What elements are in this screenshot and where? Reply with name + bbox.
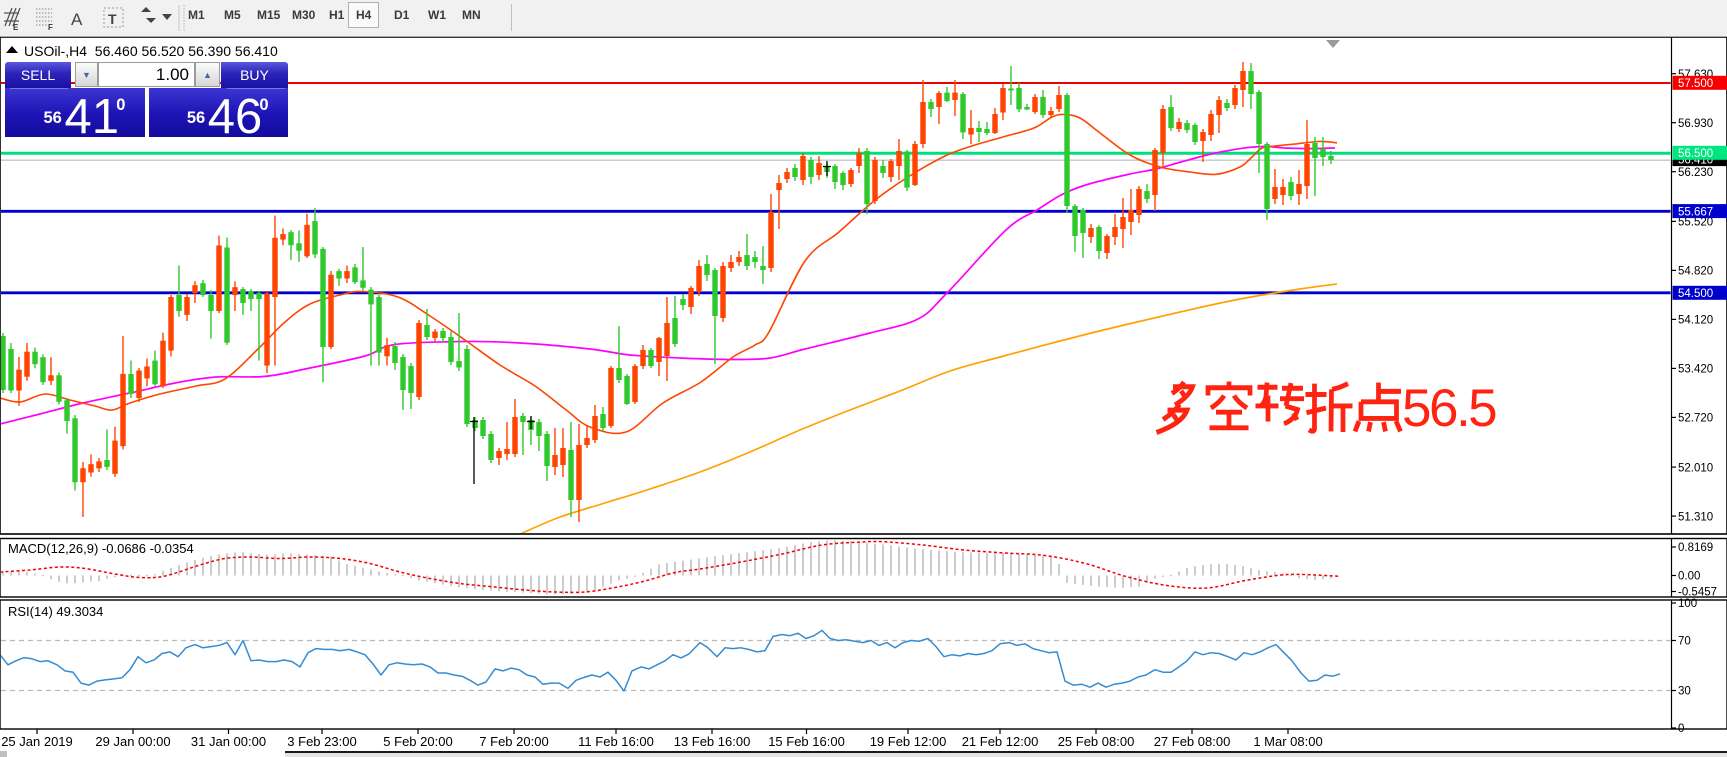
svg-text:11 Feb 16:00: 11 Feb 16:00: [578, 734, 654, 749]
svg-text:55.667: 55.667: [1678, 207, 1713, 219]
svg-text:15 Feb 16:00: 15 Feb 16:00: [768, 734, 845, 749]
svg-text:56.5: 56.5: [1402, 379, 1496, 438]
svg-text:29 Jan 00:00: 29 Jan 00:00: [95, 734, 170, 749]
svg-text:55.520: 55.520: [1678, 217, 1713, 229]
svg-text:21 Feb 12:00: 21 Feb 12:00: [962, 734, 1039, 749]
svg-text:53.420: 53.420: [1678, 364, 1713, 376]
svg-text:MACD(12,26,9) -0.0686 -0.0354: MACD(12,26,9) -0.0686 -0.0354: [8, 541, 194, 556]
svg-text:RSI(14) 49.3034: RSI(14) 49.3034: [8, 604, 103, 619]
svg-text:54.820: 54.820: [1678, 266, 1713, 278]
svg-text:25 Jan 2019: 25 Jan 2019: [1, 734, 73, 749]
svg-text:56.930: 56.930: [1678, 118, 1713, 130]
svg-text:70: 70: [1678, 636, 1691, 648]
svg-text:0: 0: [1678, 723, 1684, 735]
svg-text:57.500: 57.500: [1678, 78, 1713, 90]
svg-text:25 Feb 08:00: 25 Feb 08:00: [1058, 734, 1135, 749]
svg-text:7 Feb 20:00: 7 Feb 20:00: [479, 734, 548, 749]
svg-text:T: T: [108, 11, 117, 27]
svg-text:E: E: [13, 23, 19, 32]
svg-text:52.720: 52.720: [1678, 413, 1713, 425]
svg-text:30: 30: [1678, 686, 1691, 698]
svg-text:27 Feb 08:00: 27 Feb 08:00: [1154, 734, 1231, 749]
svg-text:F: F: [48, 23, 53, 32]
svg-text:31 Jan 00:00: 31 Jan 00:00: [191, 734, 266, 749]
svg-text:5 Feb 20:00: 5 Feb 20:00: [383, 734, 452, 749]
svg-text:56.500: 56.500: [1678, 148, 1713, 160]
svg-text:54.500: 54.500: [1678, 288, 1713, 300]
svg-text:-0.5457: -0.5457: [1678, 587, 1717, 599]
svg-text:51.310: 51.310: [1678, 511, 1713, 523]
svg-text:54.120: 54.120: [1678, 315, 1713, 327]
svg-text:100: 100: [1678, 598, 1697, 610]
svg-text:0.00: 0.00: [1678, 571, 1700, 583]
svg-text:56.230: 56.230: [1678, 167, 1713, 179]
svg-text:0.8169: 0.8169: [1678, 542, 1713, 554]
svg-text:A: A: [71, 10, 83, 29]
svg-text:52.010: 52.010: [1678, 462, 1713, 474]
svg-text:13 Feb 16:00: 13 Feb 16:00: [674, 734, 751, 749]
svg-text:1 Mar 08:00: 1 Mar 08:00: [1253, 734, 1322, 749]
svg-text:3 Feb 23:00: 3 Feb 23:00: [287, 734, 356, 749]
svg-text:19 Feb 12:00: 19 Feb 12:00: [870, 734, 947, 749]
svg-text:USOil-,H4 56.460 56.520 56.39: USOil-,H4 56.460 56.520 56.390 56.410: [24, 43, 278, 59]
